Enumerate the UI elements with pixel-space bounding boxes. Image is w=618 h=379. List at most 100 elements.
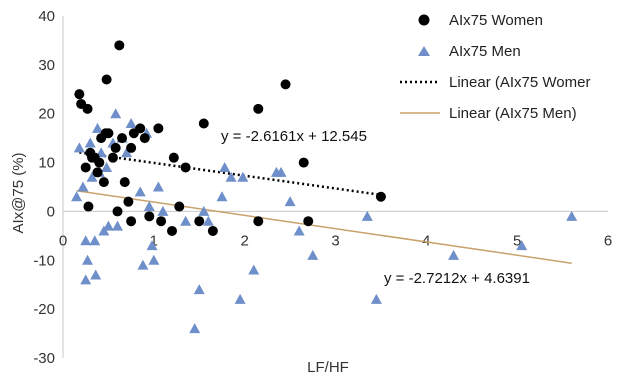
men-data-point — [157, 205, 169, 216]
men-data-point — [101, 161, 113, 172]
x-tick-label: 1 — [150, 232, 158, 249]
y-axis-title: AIx@75 (%) — [10, 152, 27, 233]
x-tick-label: 0 — [59, 232, 67, 249]
men-data-point — [134, 186, 146, 197]
men-data-point — [89, 235, 101, 246]
trendline-equations: y = -2.6161x + 12.545 y = -2.7212x + 4.6… — [221, 128, 530, 287]
men-data-point — [448, 249, 460, 260]
men-data-point — [137, 259, 149, 270]
men-trendline-equation: y = -2.7212x + 4.6391 — [384, 270, 530, 287]
women-data-point — [119, 177, 130, 188]
men-data-point — [71, 191, 83, 202]
men-data-point — [307, 249, 319, 260]
x-tick-label: 5 — [513, 232, 521, 249]
y-tick-label: 10 — [38, 155, 55, 172]
men-data-point — [86, 171, 98, 182]
men-data-point — [248, 264, 260, 275]
men-data-point — [125, 117, 137, 128]
men-data-point — [202, 215, 214, 226]
men-data-point — [234, 293, 246, 304]
men-data-point — [152, 181, 164, 192]
y-tick-label: 20 — [38, 106, 55, 123]
x-tick-label: 3 — [331, 232, 339, 249]
men-trendline — [76, 190, 572, 264]
men-data-point — [180, 215, 192, 226]
men-data-point — [216, 191, 228, 202]
women-data-point — [112, 206, 123, 217]
women-data-point — [123, 196, 134, 207]
women-data-point — [168, 152, 179, 163]
women-data-point — [80, 162, 91, 173]
men-data-point — [284, 196, 296, 207]
men-data-point — [198, 205, 210, 216]
men-data-point — [189, 323, 201, 334]
trendlines — [76, 151, 572, 264]
x-axis-title: LF/HF — [307, 359, 349, 376]
x-tick-labels: 0 1 2 3 4 5 6 — [59, 232, 612, 249]
x-tick-label: 4 — [422, 232, 430, 249]
y-tick-label: -20 — [33, 301, 55, 318]
legend-men-label: AIx75 Men — [449, 43, 521, 60]
men-data-point — [275, 166, 287, 177]
women-data-point — [94, 157, 105, 168]
y-tick-labels: -30 -20 -10 0 10 20 30 40 — [33, 8, 55, 367]
women-data-point — [83, 201, 94, 212]
women-data-point — [156, 216, 167, 227]
men-data-point — [566, 210, 578, 221]
men-data-point — [110, 108, 122, 119]
men-data-point — [92, 122, 104, 133]
men-data-point — [84, 137, 96, 148]
men-data-point — [293, 225, 305, 236]
women-data-point — [198, 118, 209, 129]
women-data-point — [253, 103, 264, 114]
women-data-point — [101, 74, 112, 85]
women-data-point — [117, 133, 128, 144]
women-data-point — [303, 216, 314, 227]
x-tick-label: 6 — [604, 232, 612, 249]
men-data-point — [370, 293, 382, 304]
y-tick-label: 0 — [47, 203, 55, 220]
legend-women-label: AIx75 Women — [449, 12, 543, 29]
women-data-point — [207, 225, 218, 236]
axes — [62, 16, 608, 358]
women-data-point — [126, 216, 137, 227]
women-data-point — [103, 128, 114, 139]
women-data-point — [280, 79, 291, 90]
women-data-point — [298, 157, 309, 168]
women-data-point — [107, 152, 118, 163]
women-data-point — [110, 142, 121, 153]
men-data-point — [121, 147, 133, 158]
x-tick-label: 2 — [240, 232, 248, 249]
y-tick-label: -30 — [33, 350, 55, 367]
men-data-point — [80, 235, 92, 246]
women-data-point — [167, 225, 177, 236]
women-data-point — [153, 123, 164, 134]
women-data-point — [253, 216, 264, 227]
women-data-point — [82, 103, 93, 114]
women-data-point — [194, 216, 205, 227]
women-data-point — [139, 133, 150, 144]
legend: AIx75 Women AIx75 Men Linear (AIx75 Wome… — [400, 12, 590, 122]
women-data-point — [144, 211, 155, 222]
women-data-point — [174, 201, 185, 212]
women-data-point — [180, 162, 191, 173]
legend-men-trend-label: Linear (AIx75 Men) — [449, 105, 577, 122]
men-data-point — [90, 269, 102, 280]
women-data-point — [135, 123, 146, 134]
men-data-point — [146, 240, 158, 251]
men-data-point — [361, 210, 373, 221]
men-data-point — [143, 201, 155, 212]
women-data-point — [126, 142, 137, 153]
y-tick-label: 30 — [38, 57, 55, 74]
legend-men-marker — [418, 46, 430, 56]
women-data-point — [375, 191, 386, 202]
men-data-point — [112, 220, 123, 231]
men-data-point — [82, 254, 94, 265]
women-data-point — [98, 177, 109, 188]
y-tick-label: -10 — [33, 252, 55, 269]
men-data-point — [73, 142, 85, 153]
men-data-point — [219, 161, 231, 172]
men-data-point — [80, 274, 92, 285]
y-tick-label: 40 — [38, 8, 55, 25]
